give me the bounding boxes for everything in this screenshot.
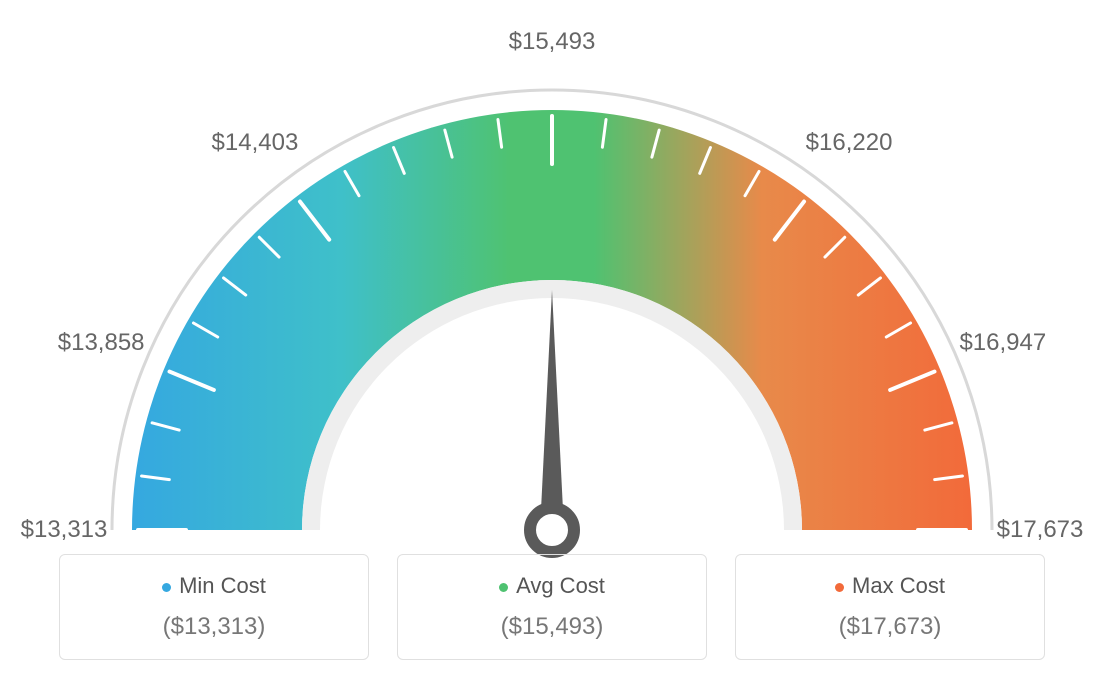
legend-title-min-text: Min Cost bbox=[179, 573, 266, 598]
legend-title-avg-text: Avg Cost bbox=[516, 573, 605, 598]
scale-label: $13,313 bbox=[21, 516, 108, 544]
legend-title-max-text: Max Cost bbox=[852, 573, 945, 598]
scale-label: $13,858 bbox=[58, 329, 145, 357]
legend-value-avg: ($15,493) bbox=[422, 613, 682, 641]
legend-value-max: ($17,673) bbox=[760, 613, 1020, 641]
scale-label: $14,403 bbox=[212, 129, 299, 157]
legend-title-min: Min Cost bbox=[84, 573, 344, 599]
gauge-svg bbox=[0, 10, 1104, 570]
scale-label: $17,673 bbox=[997, 516, 1084, 544]
legend-dot-avg bbox=[499, 583, 508, 592]
legend-row: Min Cost ($13,313) Avg Cost ($15,493) Ma… bbox=[0, 554, 1104, 660]
legend-card-avg: Avg Cost ($15,493) bbox=[397, 554, 707, 660]
legend-value-min: ($13,313) bbox=[84, 613, 344, 641]
scale-label: $15,493 bbox=[509, 28, 596, 56]
legend-title-max: Max Cost bbox=[760, 573, 1020, 599]
gauge-needle bbox=[540, 290, 564, 530]
legend-card-min: Min Cost ($13,313) bbox=[59, 554, 369, 660]
gauge-chart: $13,313 $13,858 $14,403 $15,493 $16,220 $16,9… bbox=[0, 10, 1104, 570]
legend-title-avg: Avg Cost bbox=[422, 573, 682, 599]
scale-label: $16,947 bbox=[959, 329, 1046, 357]
legend-card-max: Max Cost ($17,673) bbox=[735, 554, 1045, 660]
legend-dot-max bbox=[835, 583, 844, 592]
scale-label: $16,220 bbox=[806, 129, 893, 157]
legend-dot-min bbox=[162, 583, 171, 592]
gauge-hub bbox=[530, 508, 574, 552]
